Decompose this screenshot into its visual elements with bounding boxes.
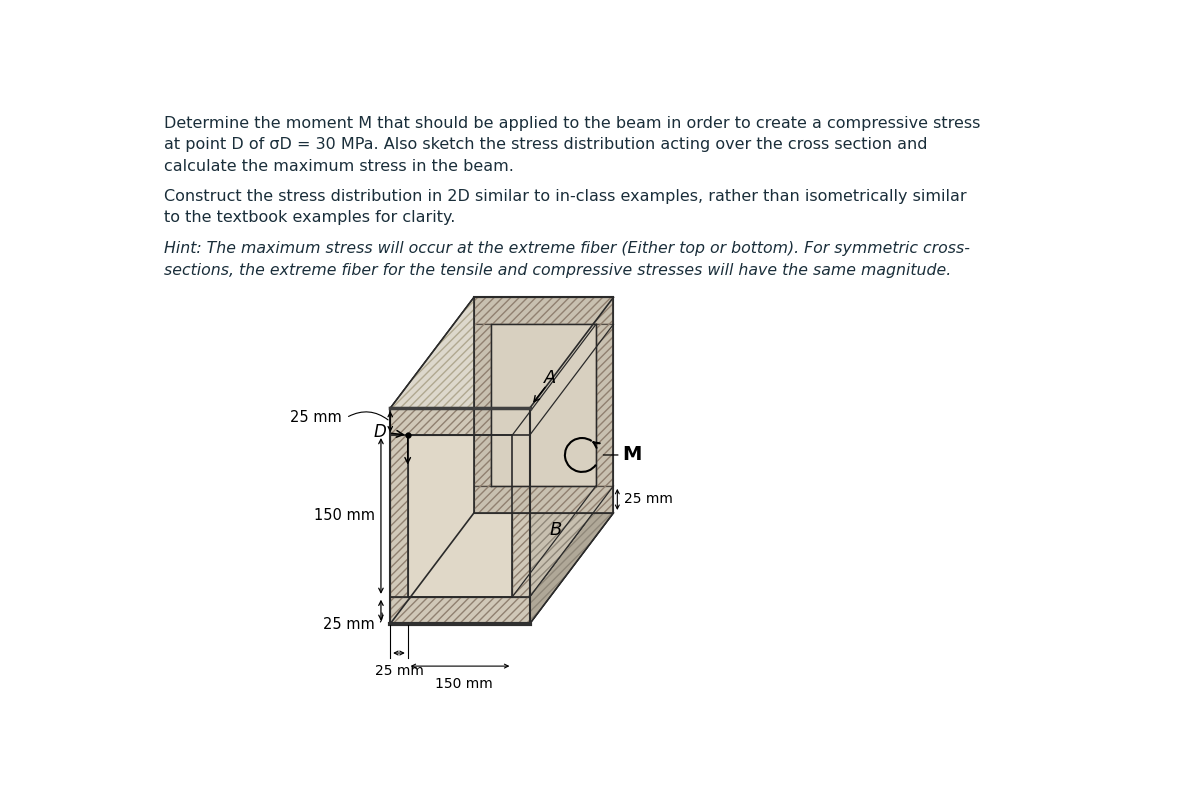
Polygon shape (390, 435, 408, 597)
Polygon shape (512, 435, 529, 597)
Text: 150 mm: 150 mm (313, 509, 374, 523)
Text: 25 mm: 25 mm (624, 493, 672, 506)
Text: 25 mm: 25 mm (323, 616, 374, 632)
Polygon shape (474, 324, 491, 486)
Text: A: A (544, 369, 556, 387)
Text: calculate the maximum stress in the beam.: calculate the maximum stress in the beam… (164, 159, 514, 174)
Polygon shape (529, 324, 613, 597)
Polygon shape (529, 324, 613, 597)
Polygon shape (390, 409, 529, 435)
Text: B: B (550, 520, 563, 539)
Polygon shape (474, 486, 613, 513)
Polygon shape (529, 486, 613, 624)
Text: 150 mm: 150 mm (436, 677, 493, 691)
Text: 25 mm: 25 mm (374, 664, 424, 678)
Polygon shape (390, 297, 474, 624)
Text: sections, the extreme fiber for the tensile and compressive stresses will have t: sections, the extreme fiber for the tens… (164, 263, 952, 277)
Text: 25 mm: 25 mm (290, 410, 342, 426)
Polygon shape (390, 597, 529, 624)
Polygon shape (408, 435, 512, 597)
Polygon shape (474, 297, 613, 324)
Polygon shape (529, 297, 613, 435)
Polygon shape (390, 297, 613, 409)
Text: to the textbook examples for clarity.: to the textbook examples for clarity. (164, 210, 455, 225)
Text: Hint: The maximum stress will occur at the extreme fiber (Either top or bottom).: Hint: The maximum stress will occur at t… (164, 241, 970, 256)
Text: Construct the stress distribution in 2D similar to in-class examples, rather tha: Construct the stress distribution in 2D … (164, 188, 966, 204)
Polygon shape (491, 324, 596, 486)
Polygon shape (596, 324, 613, 486)
Text: Determine the moment M that should be applied to the beam in order to create a c: Determine the moment M that should be ap… (164, 116, 980, 130)
Text: at point D of σD = 30 MPa. Also sketch the stress distribution acting over the c: at point D of σD = 30 MPa. Also sketch t… (164, 137, 928, 152)
Text: D: D (373, 423, 403, 441)
Text: M: M (623, 446, 642, 464)
Polygon shape (390, 513, 613, 624)
